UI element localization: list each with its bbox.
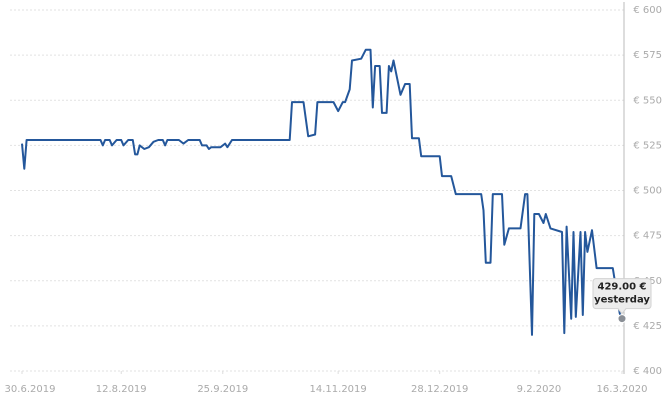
y-tick-label: € 550 [633,95,662,106]
tooltip-price: 429.00 € [597,282,646,293]
y-tick-label: € 425 [633,321,662,332]
x-tick-label: 28.12.2019 [411,384,468,395]
tooltip-box [592,278,652,315]
x-tick-label: 12.8.2019 [96,384,147,395]
tooltip: 429.00 € yesterday [592,278,652,315]
y-tick-label: € 600 [633,5,662,16]
x-tick-label: 9.2.2020 [517,384,562,395]
y-tick-label: € 500 [633,186,662,197]
y-tick-label: € 475 [633,231,662,242]
price-line [21,48,623,336]
y-tick-label: € 525 [633,140,662,151]
x-tick-label: 16.3.2020 [597,384,648,395]
last-point [617,314,627,324]
y-tick-label: € 400 [633,366,662,377]
x-tick-label: 14.11.2019 [310,384,367,395]
x-tick-label: 25.9.2019 [197,384,248,395]
x-tick-label: 30.6.2019 [5,384,56,395]
tooltip-label: yesterday [594,295,650,306]
y-tick-label: € 575 [633,50,662,61]
